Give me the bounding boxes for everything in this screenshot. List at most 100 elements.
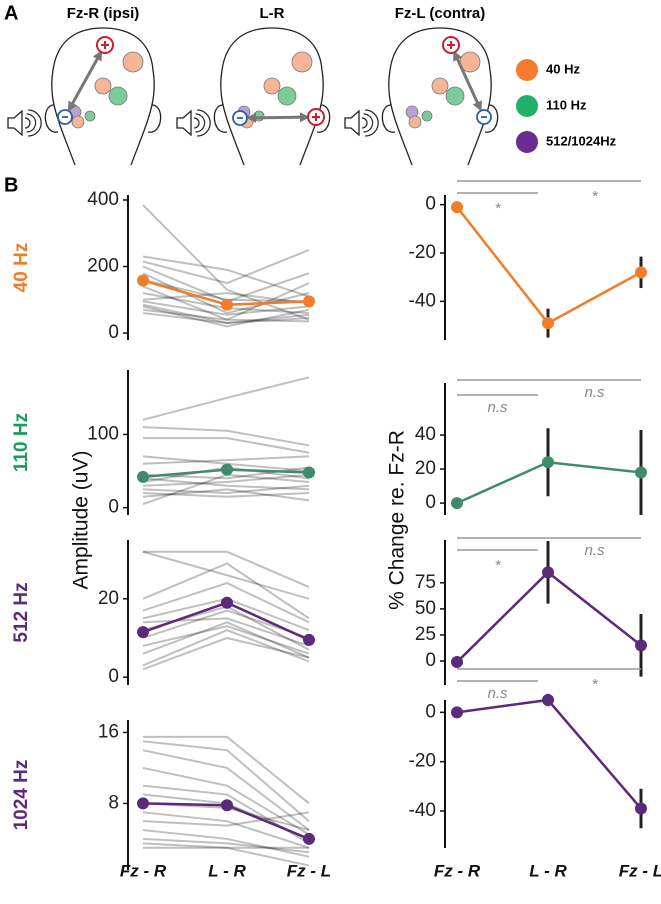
ear (147, 104, 162, 133)
source-blob (71, 115, 85, 129)
x-tick-label: L - R (208, 861, 246, 880)
y-tick-label: 0 (425, 701, 436, 722)
x-tick-label: Fz - R (120, 861, 167, 880)
y-tick-label: 8 (108, 792, 119, 813)
sig-label: n.s (487, 399, 508, 416)
source-blob (122, 51, 144, 73)
source-blob (445, 86, 465, 106)
subject-line (142, 473, 310, 487)
sound-wave (193, 117, 200, 129)
source-blob (277, 86, 297, 106)
subject-line (142, 636, 310, 671)
subject-line (142, 829, 310, 858)
ear (316, 104, 331, 133)
sig-label: * (592, 676, 599, 693)
subject-line (142, 376, 310, 421)
legend-swatch (516, 131, 538, 153)
plus (447, 41, 455, 49)
arrow-shaft (453, 53, 482, 109)
sound-wave (361, 117, 368, 129)
y-tick-label: 20 (98, 588, 119, 609)
head-title: Fz-L (contra) (395, 5, 486, 22)
sig-label: * (592, 188, 599, 205)
source-blob (94, 77, 112, 95)
plus (312, 113, 320, 121)
legend-swatch (516, 59, 538, 81)
head: Fz-L (contra) (344, 5, 499, 166)
source-blob (431, 77, 449, 95)
head: L-R (176, 5, 331, 166)
subject-line (142, 248, 310, 285)
mean-point (303, 633, 315, 646)
subject-line (142, 305, 310, 328)
arrow-head (92, 50, 103, 62)
subject-line (142, 292, 310, 305)
mean-point (542, 566, 554, 579)
sound-wave (28, 109, 42, 137)
mean-point (451, 201, 463, 214)
source-blob (291, 51, 313, 73)
subject-line (142, 842, 310, 867)
subject-line (142, 562, 310, 620)
mean-point (221, 596, 233, 609)
legend-label: 110 Hz (546, 97, 587, 112)
arrow-head (299, 112, 311, 123)
panel-label: B (4, 174, 18, 196)
y-tick-label: 40 (415, 424, 436, 445)
subject-line (142, 837, 310, 854)
subject-line (143, 550, 310, 588)
y-tick-label: 75 (415, 572, 436, 593)
source-blob (421, 110, 433, 122)
subject-line (143, 437, 310, 454)
mean-point (542, 456, 554, 469)
mean-point (451, 497, 463, 510)
subject-line (142, 282, 310, 321)
row-title: 110 Hz (11, 413, 32, 472)
arrow-head (453, 50, 463, 62)
ear (44, 104, 59, 133)
y-tick-label: 0 (425, 194, 436, 215)
head-outline (220, 27, 324, 166)
mean-point (451, 706, 463, 719)
mean-point (137, 274, 149, 287)
mean-line (456, 206, 642, 325)
y-tick-label: 200 (87, 256, 119, 277)
plus (101, 41, 109, 49)
mean-point (451, 656, 463, 669)
head: Fz-R (ipsi) (7, 5, 162, 166)
source-blob (263, 77, 281, 95)
mean-point (137, 797, 149, 810)
subject-line (142, 477, 310, 491)
x-tick-label: Fz - R (434, 861, 481, 880)
y-tick-label: 0 (425, 650, 436, 671)
subject-line (142, 455, 310, 465)
subject-line (142, 272, 310, 315)
sig-label: n.s (487, 685, 508, 702)
sound-wave (195, 113, 206, 133)
subject-line (142, 740, 310, 822)
subject-line (142, 312, 310, 325)
mean-point (303, 832, 315, 845)
source-blob (408, 115, 422, 129)
sig-label: * (495, 200, 502, 217)
sound-wave (26, 113, 37, 133)
sig-label: n.s (584, 542, 605, 559)
y-tick-label: 0 (425, 492, 436, 513)
y-tick-label: 16 (98, 721, 119, 742)
mean-point (221, 463, 233, 476)
mean-point (137, 470, 149, 483)
mean-point (303, 295, 315, 308)
subject-line (142, 749, 310, 831)
subject-line (142, 492, 310, 498)
y-tick-label: 20 (415, 458, 436, 479)
y-tick-label: -20 (409, 242, 436, 263)
arrow-shaft (249, 115, 307, 120)
y-axis-label: % Change re. Fz-R (386, 430, 409, 610)
subject-line (142, 426, 310, 447)
subject-line (142, 255, 310, 298)
x-tick-label: Fz - L (287, 861, 331, 880)
y-tick-label: 0 (108, 497, 119, 518)
x-tick-label: L - R (529, 861, 567, 880)
subject-line (142, 300, 310, 316)
head-title: Fz-R (ipsi) (67, 5, 140, 22)
